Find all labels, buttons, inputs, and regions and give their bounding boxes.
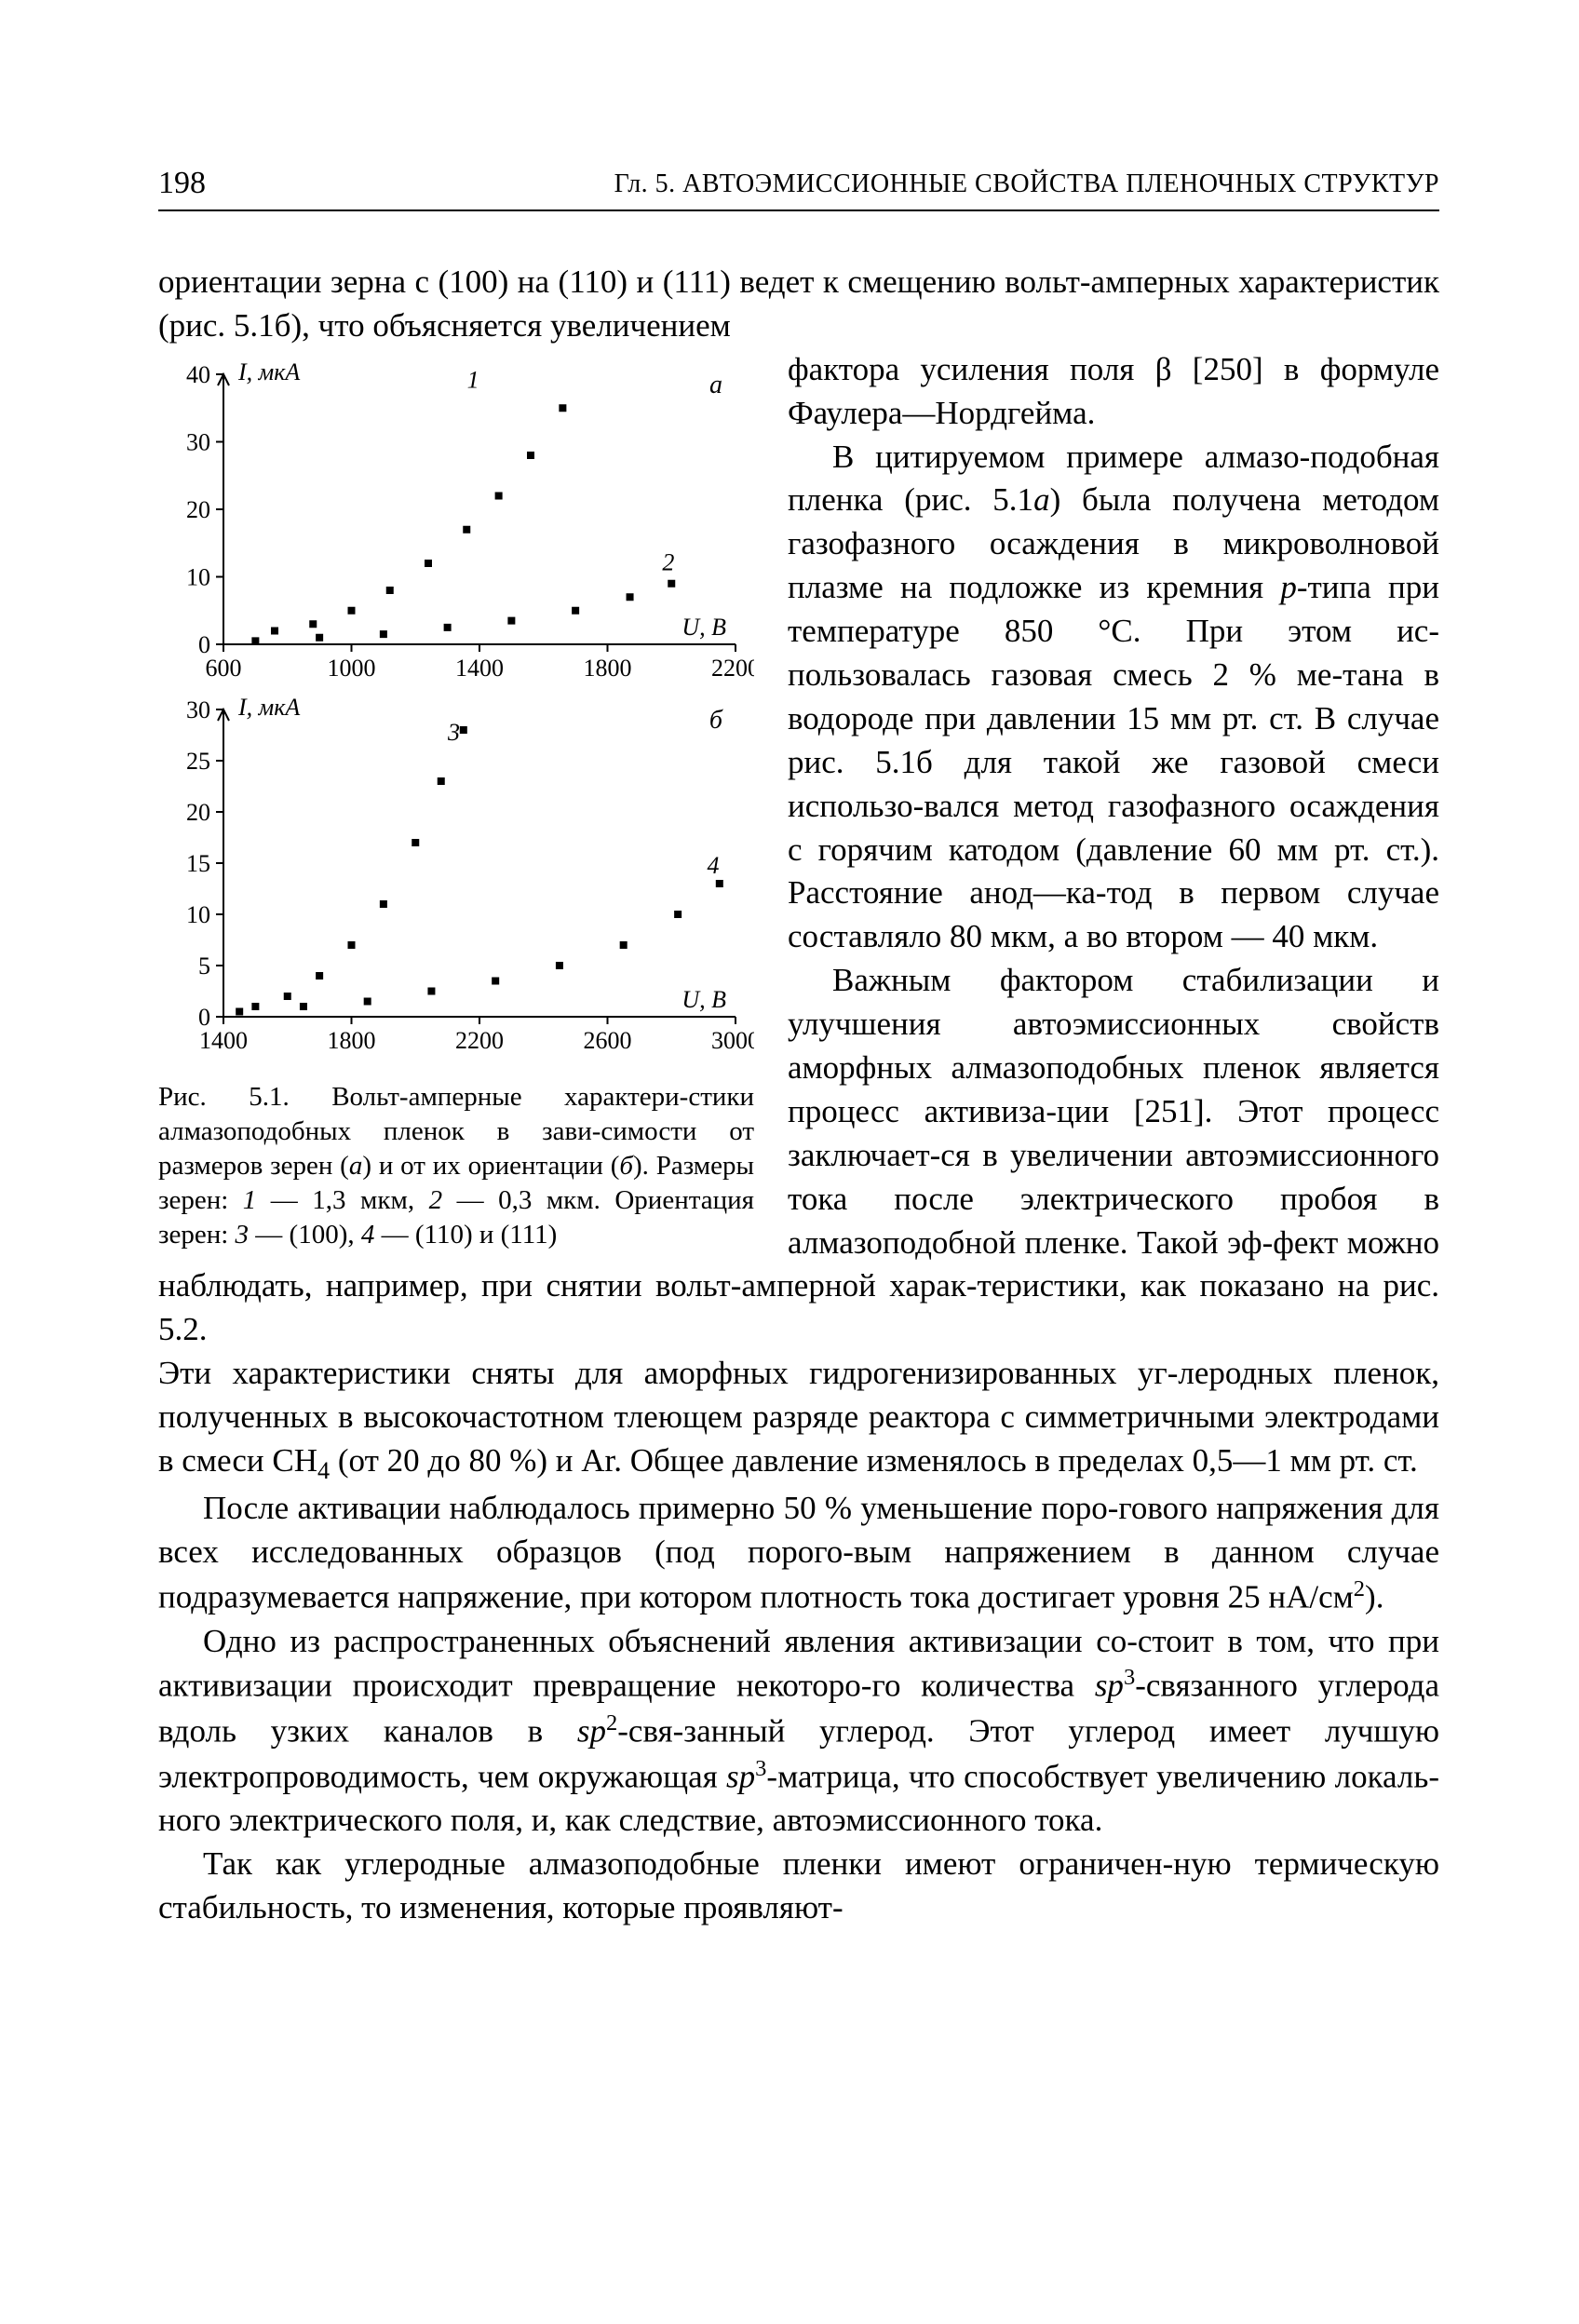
svg-text:20: 20 bbox=[186, 799, 210, 826]
para-5: Одно из распространенных объяснений явле… bbox=[158, 1620, 1439, 1843]
running-head: Гл. 5. АВТОЭМИССИОННЫЕ СВОЙСТВА ПЛЕНОЧНЫ… bbox=[614, 169, 1439, 199]
svg-text:15: 15 bbox=[186, 850, 210, 877]
svg-text:2600: 2600 bbox=[584, 1027, 632, 1054]
para-4: После активации наблюдалось примерно 50 … bbox=[158, 1487, 1439, 1619]
svg-text:5: 5 bbox=[198, 953, 210, 980]
svg-text:1: 1 bbox=[467, 366, 479, 393]
page: 198 Гл. 5. АВТОЭМИССИОННЫЕ СВОЙСТВА ПЛЕН… bbox=[0, 0, 1579, 2324]
svg-text:U, В: U, В bbox=[682, 614, 726, 641]
para-3: Эти характеристики сняты для аморфных ги… bbox=[158, 1352, 1439, 1487]
svg-text:10: 10 bbox=[186, 901, 210, 928]
svg-text:3: 3 bbox=[447, 719, 460, 746]
svg-text:3000: 3000 bbox=[711, 1027, 754, 1054]
chart-a: 0102030406001000140018002200I, мкАU, Ва1… bbox=[158, 356, 754, 691]
body-text: ориентации зерна с (100) на (110) и (111… bbox=[158, 261, 1439, 2184]
svg-text:10: 10 bbox=[186, 563, 210, 590]
svg-text:40: 40 bbox=[186, 361, 210, 388]
svg-text:I, мкА: I, мкА bbox=[237, 358, 300, 385]
svg-text:20: 20 bbox=[186, 496, 210, 523]
svg-text:1400: 1400 bbox=[455, 655, 504, 682]
svg-text:600: 600 bbox=[206, 655, 242, 682]
svg-text:U, В: U, В bbox=[682, 986, 726, 1013]
header-rule bbox=[158, 209, 1439, 211]
svg-text:1800: 1800 bbox=[328, 1027, 376, 1054]
svg-text:4: 4 bbox=[707, 852, 719, 879]
svg-text:1000: 1000 bbox=[328, 655, 376, 682]
svg-text:30: 30 bbox=[186, 696, 210, 723]
para-top: ориентации зерна с (100) на (110) и (111… bbox=[158, 261, 1439, 348]
page-number: 198 bbox=[158, 166, 206, 201]
svg-text:I, мкА: I, мкА bbox=[237, 694, 300, 721]
svg-text:2200: 2200 bbox=[711, 655, 754, 682]
figure-5-1: 0102030406001000140018002200I, мкАU, Ва1… bbox=[158, 356, 754, 1253]
svg-text:1800: 1800 bbox=[584, 655, 632, 682]
svg-text:а: а bbox=[709, 371, 722, 399]
figure-caption: Рис. 5.1. Вольт-амперные характери-стики… bbox=[158, 1080, 754, 1253]
svg-text:30: 30 bbox=[186, 428, 210, 455]
svg-text:1400: 1400 bbox=[199, 1027, 248, 1054]
svg-text:б: б bbox=[709, 706, 723, 735]
svg-text:2: 2 bbox=[662, 548, 674, 575]
svg-text:25: 25 bbox=[186, 748, 210, 775]
svg-text:2200: 2200 bbox=[455, 1027, 504, 1054]
para-6: Так как углеродные алмазоподобные пленки… bbox=[158, 1843, 1439, 1930]
chart-b: 05101520253014001800220026003000I, мкАU,… bbox=[158, 691, 754, 1063]
